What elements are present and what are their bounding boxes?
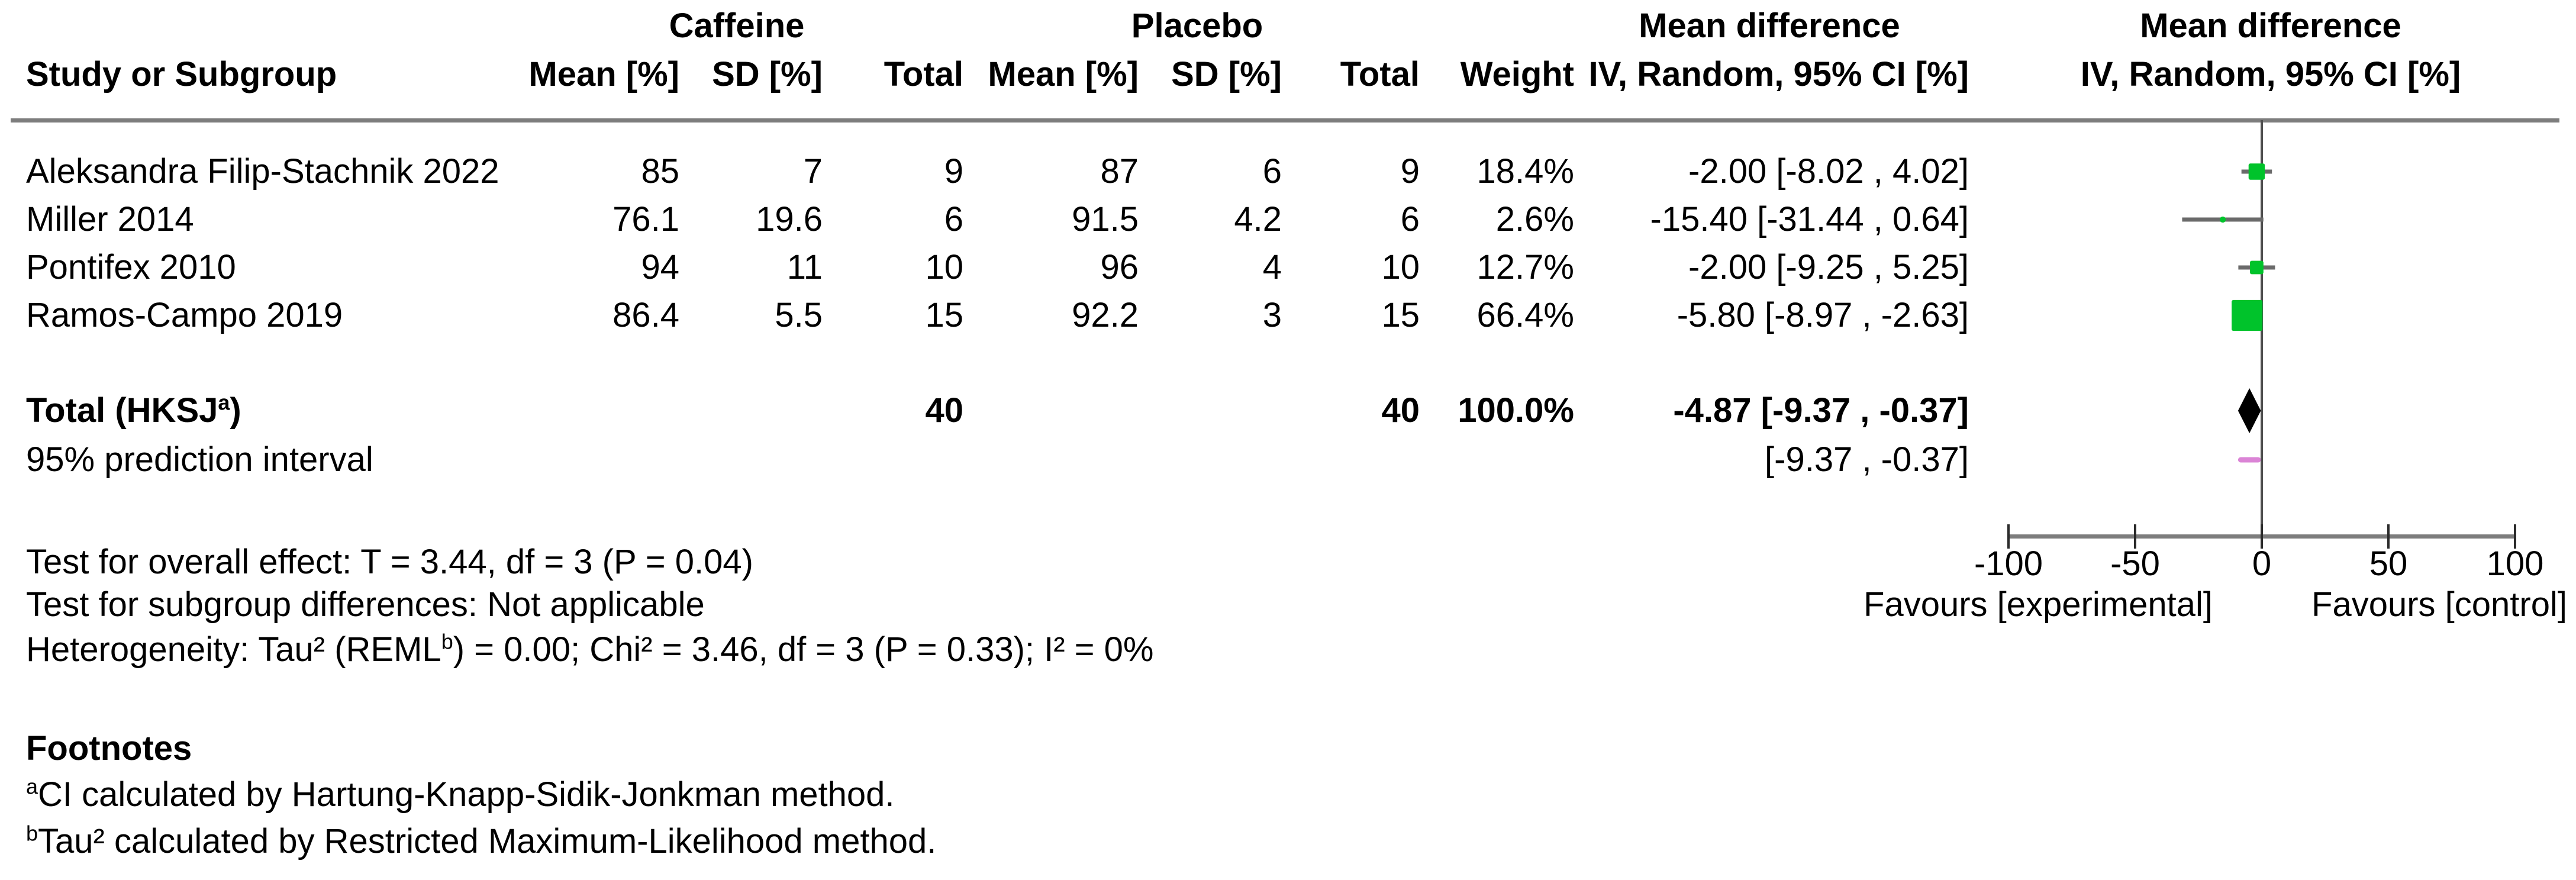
col-placebo-sd-header: SD [%] — [1171, 55, 1282, 94]
caffeine-sd: 19.6 — [756, 200, 823, 238]
study-label: Pontifex 2010 — [26, 248, 236, 286]
caffeine-total: 6 — [944, 200, 963, 238]
total-label-superscript: a — [218, 390, 230, 415]
footnote-a-text: CI calculated by Hartung-Knapp-Sidik-Jon… — [38, 775, 895, 814]
col-placebo-total-header: Total — [1340, 55, 1420, 94]
footnote-b-marker: b — [26, 821, 38, 846]
group-placebo-header: Placebo — [1131, 7, 1263, 45]
total-label: Total (HKSJa) — [26, 386, 241, 435]
caffeine-total-sum: 40 — [925, 391, 963, 430]
table-row: Ramos-Campo 2019 86.4 5.5 15 92.2 3 15 6… — [0, 291, 2576, 340]
placebo-mean: 91.5 — [1072, 200, 1139, 238]
caffeine-sd: 11 — [786, 248, 823, 286]
col-ci-text-header: IV, Random, 95% CI [%] — [1588, 55, 1969, 94]
caffeine-sd: 7 — [803, 152, 823, 191]
weight-value: 66.4% — [1476, 296, 1574, 334]
heterogeneity-pre: Heterogeneity: Tau² (REML — [26, 630, 441, 669]
placebo-mean: 96 — [1100, 248, 1139, 286]
caffeine-total: 9 — [944, 152, 963, 191]
placebo-sd: 4.2 — [1234, 200, 1282, 238]
footnote-b-text: Tau² calculated by Restricted Maximum-Li… — [38, 822, 937, 860]
caffeine-mean: 76.1 — [612, 200, 679, 238]
heterogeneity-text: Heterogeneity: Tau² (REMLb) = 0.00; Chi²… — [26, 626, 1154, 674]
placebo-total: 10 — [1381, 248, 1420, 286]
caffeine-total: 10 — [925, 248, 963, 286]
placebo-total: 9 — [1400, 152, 1420, 191]
total-label-close: ) — [230, 391, 241, 430]
favours-labels: Favours [experimental] Favours [control] — [0, 581, 2576, 629]
ci-text: -2.00 [-8.02 , 4.02] — [1688, 152, 1969, 191]
caffeine-total: 15 — [925, 296, 963, 334]
placebo-sd: 6 — [1262, 152, 1282, 191]
footnotes-title: Footnotes — [26, 729, 192, 768]
total-row: Total (HKSJa) 40 40 100.0% -4.87 [-9.37 … — [0, 386, 2576, 435]
heterogeneity-line: Heterogeneity: Tau² (REMLb) = 0.00; Chi²… — [0, 626, 2576, 674]
footnotes-title-row: Footnotes — [0, 724, 2576, 773]
subgroup-line: Test for subgroup differences: Not appli… — [0, 581, 2576, 629]
header-columns: Study or Subgroup Mean [%] SD [%] Total … — [0, 50, 2576, 99]
caffeine-sd: 5.5 — [775, 296, 823, 334]
prediction-label: 95% prediction interval — [26, 440, 373, 479]
study-label: Ramos-Campo 2019 — [26, 296, 343, 334]
ci-text: -15.40 [-31.44 , 0.64] — [1650, 200, 1969, 238]
overall-effect-text: Test for overall effect: T = 3.44, df = … — [26, 543, 753, 581]
heterogeneity-superscript: b — [441, 629, 453, 654]
placebo-total: 15 — [1381, 296, 1420, 334]
subgroup-text: Test for subgroup differences: Not appli… — [26, 585, 705, 624]
ci-text: -5.80 [-8.97 , -2.63] — [1677, 296, 1969, 334]
placebo-total-sum: 40 — [1381, 391, 1420, 430]
placebo-mean: 87 — [1100, 152, 1139, 191]
footnote-b: bTau² calculated by Restricted Maximum-L… — [26, 817, 936, 866]
table-row: Pontifex 2010 94 11 10 96 4 10 12.7% -2.… — [0, 243, 2576, 292]
total-label-main: Total (HKSJ — [26, 391, 218, 430]
overall-effect-line: Test for overall effect: T = 3.44, df = … — [0, 538, 2576, 586]
study-label: Miller 2014 — [26, 200, 194, 238]
col-caffeine-total-header: Total — [884, 55, 963, 94]
col-placebo-mean-header: Mean [%] — [988, 55, 1139, 94]
footnote-a: aCI calculated by Hartung-Knapp-Sidik-Jo… — [26, 771, 895, 819]
weight-value: 2.6% — [1495, 200, 1574, 238]
prediction-interval-row: 95% prediction interval [-9.37 , -0.37] — [0, 436, 2576, 484]
col-ci-plot-header: IV, Random, 95% CI [%] — [2080, 55, 2461, 94]
caffeine-mean: 86.4 — [612, 296, 679, 334]
weight-total: 100.0% — [1458, 391, 1574, 430]
mean-difference-text-header: Mean difference — [1639, 7, 1900, 45]
weight-value: 12.7% — [1476, 248, 1574, 286]
footnote-a-row: aCI calculated by Hartung-Knapp-Sidik-Jo… — [0, 771, 2576, 819]
caffeine-mean: 85 — [641, 152, 679, 191]
caffeine-mean: 94 — [641, 248, 679, 286]
col-weight-header: Weight — [1460, 55, 1574, 94]
col-caffeine-mean-header: Mean [%] — [528, 55, 679, 94]
favours-experimental-label: Favours [experimental] — [1864, 585, 2213, 624]
table-row: Aleksandra Filip-Stachnik 2022 85 7 9 87… — [0, 147, 2576, 196]
placebo-sd: 4 — [1262, 248, 1282, 286]
header-groups: Caffeine Placebo Mean difference Mean di… — [0, 2, 2576, 50]
col-study-header: Study or Subgroup — [26, 55, 337, 94]
study-label: Aleksandra Filip-Stachnik 2022 — [26, 152, 499, 191]
mean-difference-plot-header: Mean difference — [2140, 7, 2401, 45]
group-caffeine-header: Caffeine — [669, 7, 805, 45]
header-rule — [11, 118, 2559, 123]
total-ci-text: -4.87 [-9.37 , -0.37] — [1673, 391, 1969, 430]
favours-control-label: Favours [control] — [2311, 585, 2567, 624]
placebo-mean: 92.2 — [1072, 296, 1139, 334]
ci-text: -2.00 [-9.25 , 5.25] — [1688, 248, 1969, 286]
footnote-b-row: bTau² calculated by Restricted Maximum-L… — [0, 817, 2576, 866]
prediction-ci-text: [-9.37 , -0.37] — [1765, 440, 1969, 479]
weight-value: 18.4% — [1476, 152, 1574, 191]
placebo-total: 6 — [1400, 200, 1420, 238]
table-row: Miller 2014 76.1 19.6 6 91.5 4.2 6 2.6% … — [0, 195, 2576, 244]
col-caffeine-sd-header: SD [%] — [712, 55, 823, 94]
placebo-sd: 3 — [1262, 296, 1282, 334]
heterogeneity-post: ) = 0.00; Chi² = 3.46, df = 3 (P = 0.33)… — [453, 630, 1154, 669]
footnote-a-marker: a — [26, 774, 38, 799]
